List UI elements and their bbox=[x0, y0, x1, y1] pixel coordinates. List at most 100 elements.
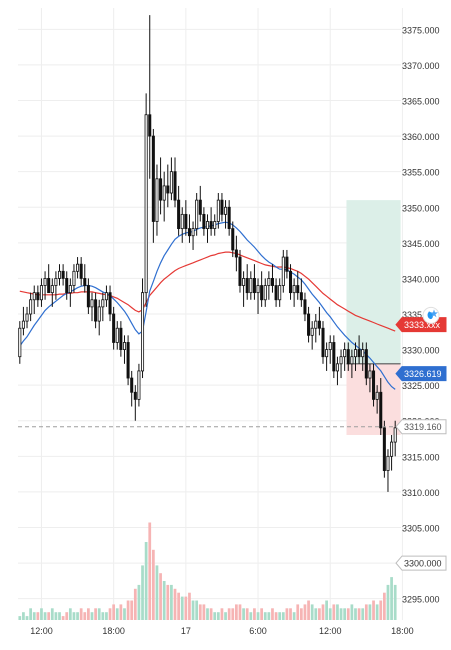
y-tick-label: 3330.000 bbox=[402, 346, 440, 356]
volume-bar bbox=[303, 604, 307, 620]
candle-body bbox=[187, 228, 191, 237]
candle bbox=[231, 221, 235, 258]
volume-bar bbox=[238, 604, 242, 620]
volume-bar bbox=[202, 604, 206, 620]
candle-body bbox=[101, 299, 105, 308]
volume-bar bbox=[375, 604, 379, 620]
candle bbox=[72, 264, 76, 293]
volume-bar bbox=[379, 600, 383, 620]
volume-bar bbox=[390, 577, 393, 620]
candle bbox=[86, 278, 90, 314]
candle-body bbox=[270, 278, 274, 286]
candle-body bbox=[238, 256, 242, 286]
candle-body bbox=[198, 199, 202, 215]
price-label-box bbox=[395, 366, 447, 382]
volume-bar bbox=[292, 612, 296, 620]
candle bbox=[375, 385, 379, 414]
candle bbox=[90, 292, 94, 322]
volume-bar bbox=[271, 608, 274, 620]
volume-bar bbox=[253, 608, 256, 620]
candle-body bbox=[386, 455, 390, 471]
candle bbox=[126, 335, 130, 386]
volume-bar bbox=[220, 608, 224, 620]
candle bbox=[361, 342, 365, 371]
candle bbox=[368, 363, 372, 393]
candle bbox=[76, 257, 80, 279]
volume-bar bbox=[83, 612, 87, 620]
x-tick-label: 17 bbox=[181, 626, 191, 636]
volume-bar bbox=[188, 592, 191, 620]
candle bbox=[29, 292, 33, 322]
volume-bar bbox=[90, 612, 94, 620]
candle bbox=[47, 264, 51, 294]
candle-body bbox=[328, 342, 332, 350]
volume-bar bbox=[123, 608, 126, 620]
candle-body bbox=[303, 299, 307, 315]
candle-body bbox=[353, 349, 358, 358]
candle-body bbox=[180, 213, 184, 230]
candle bbox=[209, 207, 213, 236]
volume-bar bbox=[307, 600, 310, 620]
price-label-box bbox=[395, 555, 447, 571]
volume-bar bbox=[65, 612, 69, 620]
volume-bar bbox=[350, 604, 354, 620]
candle-body bbox=[86, 285, 90, 308]
y-tick-label: 3350.000 bbox=[402, 203, 440, 213]
candle-body bbox=[195, 199, 199, 230]
y-tick-label: 3310.000 bbox=[402, 488, 440, 498]
candle-body bbox=[57, 270, 62, 279]
last-price-label: 3319.160 bbox=[395, 419, 447, 435]
candle bbox=[346, 342, 350, 371]
ma-red-label: 3333.xxx bbox=[395, 317, 447, 333]
candle-body bbox=[296, 285, 300, 294]
candle-body bbox=[267, 278, 271, 286]
volume-bar bbox=[50, 608, 54, 620]
candle bbox=[166, 164, 170, 208]
candle bbox=[54, 271, 58, 300]
candle-body bbox=[191, 228, 195, 237]
candle-body bbox=[72, 270, 76, 286]
volume-bar bbox=[386, 584, 390, 620]
candle-body bbox=[202, 213, 206, 230]
candle bbox=[202, 207, 206, 236]
candle bbox=[289, 264, 293, 300]
candle bbox=[303, 292, 307, 322]
candle-body bbox=[18, 327, 22, 358]
candles bbox=[18, 15, 397, 492]
candle-body bbox=[184, 213, 188, 230]
alert-icon-group[interactable] bbox=[422, 306, 440, 324]
ma-blue-label: 3326.619 bbox=[395, 366, 447, 382]
volume-bar bbox=[94, 608, 97, 620]
x-tick-label: 12:00 bbox=[30, 626, 53, 636]
candle-body bbox=[162, 185, 166, 201]
candle bbox=[155, 164, 159, 236]
candle-body bbox=[112, 313, 116, 343]
candle-body bbox=[130, 377, 134, 393]
volume-bar bbox=[61, 616, 65, 620]
candle-body bbox=[281, 256, 285, 286]
volume-bar bbox=[213, 612, 217, 620]
candle-body bbox=[108, 292, 112, 315]
candle-body bbox=[36, 292, 40, 301]
volume-bar bbox=[58, 612, 61, 620]
volume-bar bbox=[314, 608, 318, 620]
volume-bar bbox=[191, 600, 195, 620]
candle bbox=[332, 335, 336, 379]
candle-body bbox=[21, 320, 25, 329]
volume-bar bbox=[195, 600, 199, 620]
candle bbox=[274, 278, 278, 307]
volume-bar bbox=[112, 604, 116, 620]
candle bbox=[213, 214, 217, 236]
candle bbox=[119, 321, 123, 357]
candle bbox=[256, 278, 260, 314]
candle-body bbox=[220, 199, 224, 215]
volume-bar bbox=[119, 604, 123, 620]
candle-body bbox=[43, 278, 47, 286]
time-axis[interactable]: 12:00 18:00 17 6:00 12:00 18:00 bbox=[30, 626, 413, 636]
y-tick-label: 3375.000 bbox=[402, 25, 440, 35]
candle-body bbox=[137, 370, 141, 400]
candle-body bbox=[343, 349, 347, 358]
volume-bar bbox=[133, 588, 137, 620]
